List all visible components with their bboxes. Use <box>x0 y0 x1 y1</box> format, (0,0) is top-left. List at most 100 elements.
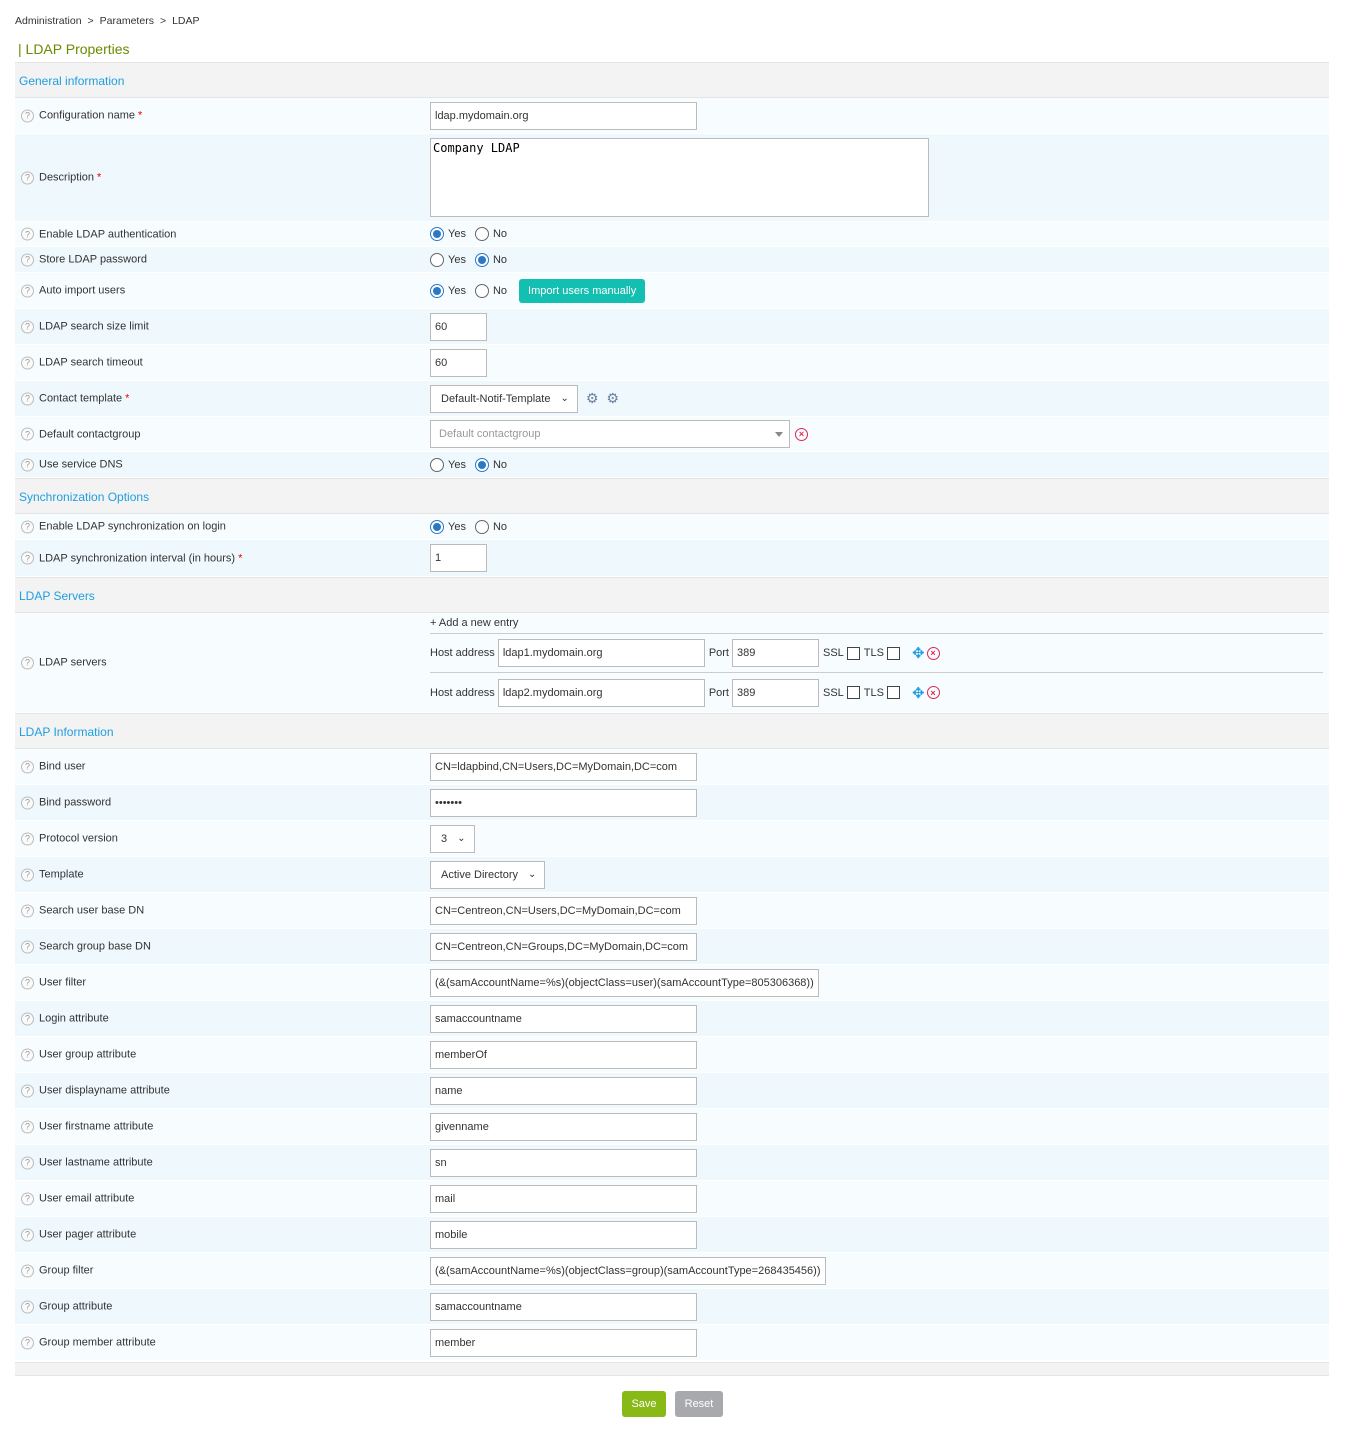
radio-no[interactable]: No <box>474 457 508 472</box>
move-icon[interactable]: ✥ <box>911 645 925 662</box>
help-icon[interactable]: ? <box>21 1264 34 1277</box>
help-icon[interactable]: ? <box>21 551 34 565</box>
clear-icon[interactable]: × <box>795 427 808 441</box>
help-icon[interactable]: ? <box>21 904 34 917</box>
port-input[interactable]: 389 <box>732 678 819 707</box>
user-email-attribute-input[interactable]: mail <box>430 1184 697 1213</box>
radio-yes[interactable]: Yes <box>430 227 466 241</box>
help-icon[interactable]: ? <box>21 227 34 241</box>
radio-yes[interactable]: Yes <box>430 283 466 298</box>
bind-user-input[interactable]: CN=ldapbind,CN=Users,DC=MyDomain,DC=com <box>430 752 697 781</box>
help-icon[interactable]: ? <box>21 940 34 953</box>
help-icon[interactable]: ? <box>21 1300 34 1313</box>
help-icon[interactable]: ? <box>21 109 34 122</box>
delete-icon[interactable]: × <box>926 646 940 660</box>
delete-icon[interactable]: × <box>926 686 940 699</box>
search-group-base-dn-input[interactable]: CN=Centreon,CN=Groups,DC=MyDomain,DC=com <box>430 932 697 961</box>
help-icon[interactable]: ? <box>21 976 34 989</box>
search-user-base-dn-input[interactable]: CN=Centreon,CN=Users,DC=MyDomain,DC=com <box>430 896 697 925</box>
help-icon[interactable]: ? <box>21 1192 34 1205</box>
ssl-checkbox[interactable] <box>846 646 860 660</box>
radio-button[interactable] <box>430 457 444 472</box>
help-icon[interactable]: ? <box>21 1084 34 1097</box>
help-icon[interactable]: ? <box>21 1228 34 1241</box>
user-pager-attribute-input[interactable]: mobile <box>430 1220 697 1249</box>
help-icon[interactable]: ? <box>21 1120 34 1133</box>
tls-checkbox[interactable] <box>886 646 900 660</box>
move-icon[interactable]: ✥ <box>911 684 925 702</box>
help-icon[interactable]: ? <box>21 1048 34 1061</box>
description-textarea[interactable]: Company LDAP <box>430 138 929 217</box>
help-icon[interactable]: ? <box>21 832 34 845</box>
configuration-name-input[interactable]: ldap.mydomain.org <box>430 101 697 130</box>
radio-button[interactable] <box>474 519 489 534</box>
group-member-attribute-input[interactable]: member <box>430 1328 697 1357</box>
help-icon[interactable]: ? <box>21 320 34 333</box>
default-contactgroup-select[interactable]: Default contactgroup <box>430 420 790 448</box>
user-firstname-attribute-input[interactable]: givenname <box>430 1112 697 1141</box>
help-icon[interactable]: ? <box>21 392 34 405</box>
radio-button[interactable] <box>430 252 444 267</box>
breadcrumb-parameters[interactable]: Parameters <box>99 15 154 27</box>
import-users-manually-button[interactable]: Import users manually <box>519 278 646 303</box>
contact-template-select[interactable]: Default-Notif-Template ⌄ <box>430 384 578 413</box>
template-select[interactable]: Active Directory ⌄ <box>430 860 546 889</box>
login-attribute-input[interactable]: samaccountname <box>430 1004 697 1033</box>
field-search-user-base-dn: CN=Centreon,CN=Users,DC=MyDomain,DC=com <box>430 896 697 925</box>
radio-label: No <box>492 458 508 471</box>
radio-button[interactable] <box>474 457 489 472</box>
radio-button[interactable] <box>474 227 489 241</box>
radio-button[interactable] <box>430 519 444 534</box>
protocol-version-select[interactable]: 3 ⌄ <box>430 824 475 853</box>
radio-no[interactable]: No <box>474 519 507 534</box>
help-icon[interactable]: ? <box>21 796 34 809</box>
host-address-input[interactable]: ldap2.mydomain.org <box>497 678 705 707</box>
help-icon[interactable]: ? <box>21 458 34 471</box>
radio-button[interactable] <box>430 283 444 298</box>
ldap-search-timeout-input[interactable]: 60 <box>430 348 487 377</box>
tls-checkbox[interactable] <box>886 686 900 699</box>
breadcrumb-administration[interactable]: Administration <box>15 15 82 27</box>
help-icon[interactable]: ? <box>21 1336 34 1349</box>
help-icon[interactable]: ? <box>21 253 34 266</box>
user-lastname-attribute-input[interactable]: sn <box>430 1148 697 1177</box>
ldap-synchronization-interval-in-hours-input[interactable]: 1 <box>430 544 487 572</box>
save-button[interactable]: Save <box>622 1391 666 1417</box>
radio-no[interactable]: No <box>474 283 507 298</box>
help-icon[interactable]: ? <box>21 520 34 533</box>
help-icon[interactable]: ? <box>21 868 34 881</box>
tls-label: TLS <box>863 686 884 699</box>
radio-yes[interactable]: Yes <box>430 252 466 267</box>
radio-button[interactable] <box>430 227 444 241</box>
bind-password-input[interactable]: ••••••• <box>430 788 697 817</box>
radio-yes[interactable]: Yes <box>430 457 466 472</box>
help-icon[interactable]: ? <box>21 171 34 184</box>
help-icon[interactable]: ? <box>21 427 34 441</box>
group-attribute-input[interactable]: samaccountname <box>430 1292 697 1321</box>
help-icon[interactable]: ? <box>21 760 34 773</box>
radio-button[interactable] <box>474 252 489 267</box>
reset-button[interactable]: Reset <box>675 1391 723 1417</box>
user-displayname-attribute-input[interactable]: name <box>430 1076 697 1105</box>
help-icon[interactable]: ? <box>21 1156 34 1169</box>
user-filter-input[interactable]: (&(samAccountName=%s)(objectClass=user)(… <box>430 968 819 997</box>
user-group-attribute-input[interactable]: memberOf <box>430 1040 697 1069</box>
ldap-search-size-limit-input[interactable]: 60 <box>430 312 487 341</box>
gear-refresh-icon[interactable]: ⚙ <box>606 390 619 406</box>
help-icon[interactable]: ? <box>21 1012 34 1025</box>
ssl-checkbox[interactable] <box>846 686 860 699</box>
radio-yes[interactable]: Yes <box>430 519 466 534</box>
group-filter-input[interactable]: (&(samAccountName=%s)(objectClass=group)… <box>430 1256 826 1285</box>
help-icon[interactable]: ? <box>21 284 34 297</box>
radio-button[interactable] <box>474 283 489 298</box>
gear-info-icon[interactable]: ⚙ <box>585 390 599 406</box>
host-address-input[interactable]: ldap1.mydomain.org <box>497 639 705 667</box>
add-new-entry-link[interactable]: + Add a new entry <box>430 613 1323 634</box>
radio-no[interactable]: No <box>474 227 507 241</box>
breadcrumb-ldap[interactable]: LDAP <box>172 15 200 27</box>
port-input[interactable]: 389 <box>732 639 819 667</box>
help-icon[interactable]: ? <box>21 656 34 669</box>
radio-no[interactable]: No <box>474 252 507 267</box>
field-label-user-filter: ? User filter <box>21 976 86 989</box>
help-icon[interactable]: ? <box>21 356 34 369</box>
